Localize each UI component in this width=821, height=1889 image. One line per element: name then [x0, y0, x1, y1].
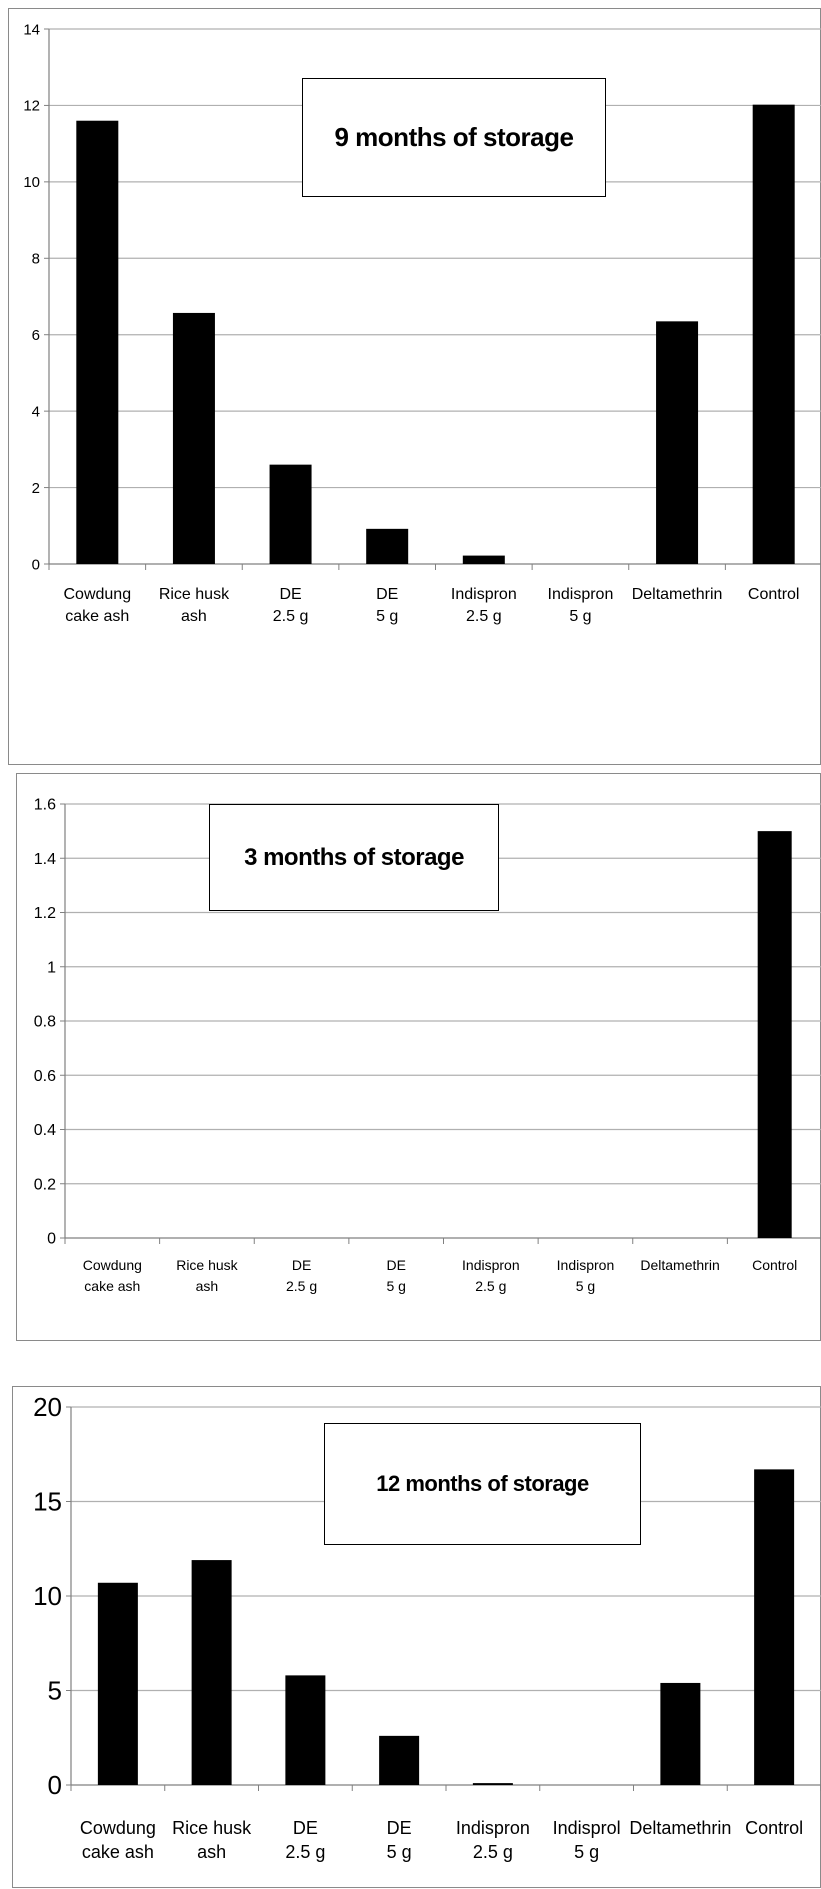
chart-title-box: 3 months of storage — [209, 804, 499, 911]
bar — [656, 321, 699, 564]
y-tick-label: 0 — [47, 1231, 56, 1248]
y-tick-label: 14 — [23, 21, 40, 38]
x-category-label: Rice husk ash — [176, 1257, 238, 1294]
y-tick-label: 12 — [23, 98, 40, 115]
x-category-label: DE 5 g — [387, 1818, 412, 1862]
bar — [269, 464, 312, 564]
bar — [757, 831, 792, 1238]
x-category-label: DE 2.5 g — [286, 1257, 317, 1294]
x-category-label: Cowdung cake ash — [80, 1818, 156, 1862]
bar — [285, 1675, 326, 1785]
y-tick-label: 0.8 — [34, 1014, 56, 1031]
chart-panel-12-months: 0 5 10 15 20 Cowdung cake ash Rice husk ash DE 2.5… — [12, 1386, 821, 1888]
x-category-label: Indispron 2.5 g — [451, 586, 517, 625]
y-tick-label: 0.6 — [34, 1068, 56, 1085]
x-category-label: Rice husk ash — [172, 1818, 252, 1862]
x-category-label: Rice husk ash — [159, 586, 230, 625]
bar — [462, 555, 505, 564]
bar-chart-3-months: 0 0.2 0.4 0.6 0.8 1 1.2 1.4 1.6 Cowdung cake ash Ri… — [34, 797, 821, 1294]
bar — [191, 1560, 232, 1785]
y-tick-label: 1.4 — [34, 851, 56, 868]
x-category-label: Control — [752, 1257, 797, 1273]
y-tick-label: 0 — [32, 556, 40, 573]
x-category-label: DE 2.5 g — [285, 1818, 325, 1862]
chart-title-box: 9 months of storage — [302, 78, 606, 197]
chart-title: 9 months of storage — [334, 122, 574, 152]
x-category-label: Deltamethrin — [632, 586, 723, 603]
chart-panel-3-months: 0 0.2 0.4 0.6 0.8 1 1.2 1.4 1.6 Cowdung cake ash Ri… — [16, 773, 821, 1341]
y-tick-label: 5 — [48, 1676, 62, 1706]
chart-title: 12 months of storage — [376, 1471, 589, 1496]
chart-title: 3 months of storage — [244, 843, 464, 871]
x-category-label: Deltamethrin — [640, 1257, 719, 1273]
chart-panel-9-months: 0 2 4 6 8 10 12 14 Cowdung cake ash Rice husk ash DE… — [8, 8, 821, 765]
x-category-label: Control — [748, 586, 800, 603]
y-tick-label: 10 — [33, 1581, 62, 1611]
y-tick-label: 6 — [32, 327, 40, 344]
y-tick-label: 1 — [47, 959, 56, 976]
bar — [97, 1582, 138, 1785]
bar — [472, 1783, 513, 1785]
y-tick-label: 10 — [23, 174, 40, 191]
y-tick-label: 0.2 — [34, 1176, 56, 1193]
bar — [379, 1735, 420, 1785]
x-category-label: Indisprol 5 g — [553, 1818, 621, 1862]
x-category-label: Cowdung cake ash — [83, 1257, 142, 1294]
x-category-label: Cowdung cake ash — [64, 586, 132, 625]
y-tick-label: 1.2 — [34, 905, 56, 922]
x-category-label: Control — [745, 1818, 803, 1838]
y-tick-label: 0 — [48, 1770, 62, 1800]
x-category-label: Indispron 5 g — [557, 1257, 615, 1294]
bar — [172, 312, 215, 564]
y-tick-label: 4 — [32, 403, 40, 420]
x-category-label: DE 2.5 g — [273, 586, 309, 625]
bar — [76, 120, 119, 564]
x-category-label: Indispron 5 g — [548, 586, 614, 625]
bar-chart-12-months: 0 5 10 15 20 Cowdung cake ash Rice husk ash DE 2.5… — [33, 1392, 821, 1862]
bar — [660, 1682, 701, 1785]
chart-title-box: 12 months of storage — [324, 1423, 641, 1545]
x-category-label: DE 5 g — [376, 586, 398, 625]
bar — [366, 528, 409, 564]
x-category-label: Indispron 2.5 g — [456, 1818, 530, 1862]
y-tick-label: 8 — [32, 251, 40, 268]
bar — [752, 104, 795, 565]
y-tick-label: 20 — [33, 1392, 62, 1422]
x-category-label: Indispron 2.5 g — [462, 1257, 520, 1294]
x-category-label: Deltamethrin — [629, 1818, 731, 1838]
bar — [754, 1469, 795, 1785]
y-tick-label: 2 — [32, 480, 40, 497]
x-category-label: DE 5 g — [386, 1257, 405, 1294]
y-tick-label: 0.4 — [34, 1122, 56, 1139]
y-tick-label: 15 — [33, 1487, 62, 1517]
y-tick-label: 1.6 — [34, 797, 56, 814]
